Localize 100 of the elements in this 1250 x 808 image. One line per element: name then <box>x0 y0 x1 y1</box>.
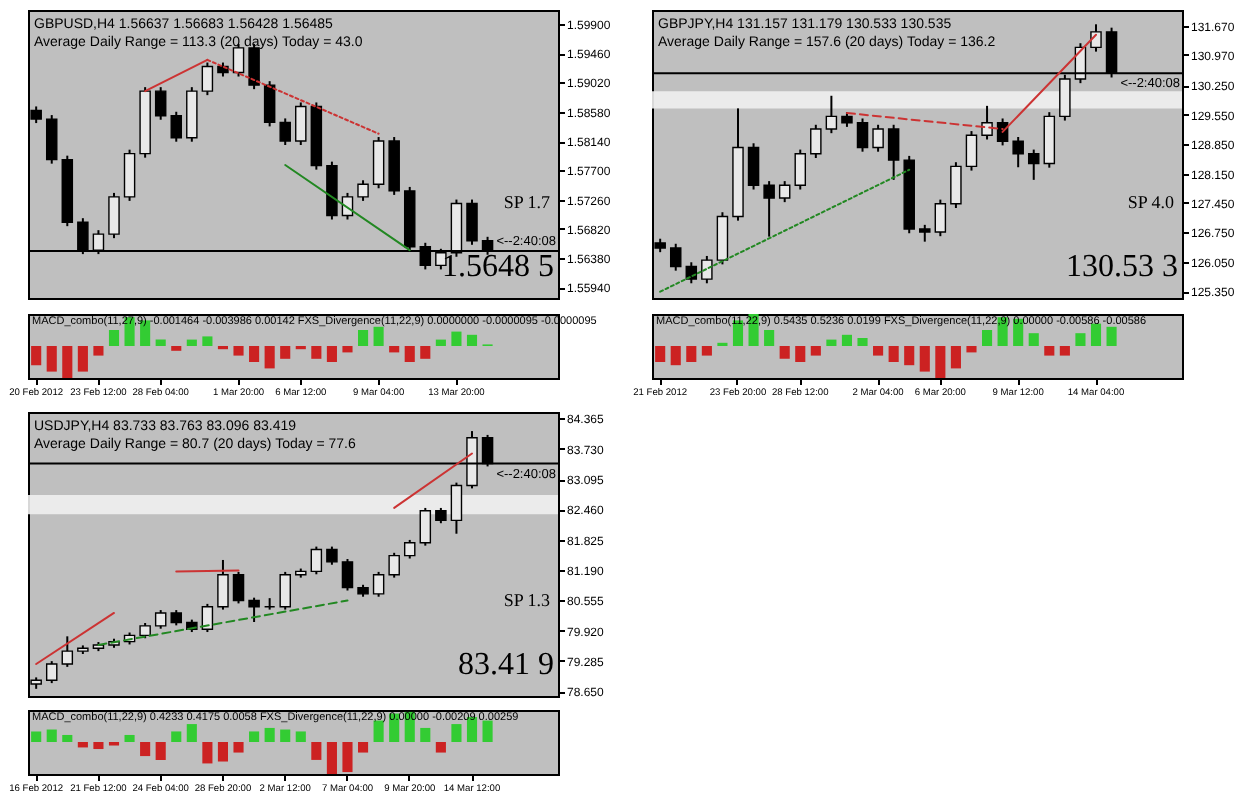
candlestick <box>45 114 58 165</box>
bar <box>1044 346 1055 356</box>
candlestick <box>403 538 416 560</box>
candlestick <box>778 180 791 204</box>
candlestick <box>701 254 713 285</box>
bar <box>311 742 322 760</box>
bar <box>186 339 197 346</box>
bar <box>249 731 260 742</box>
bar <box>701 346 712 356</box>
candlestick <box>248 596 260 624</box>
candlestick <box>747 142 760 191</box>
bar <box>779 346 790 359</box>
bar <box>466 334 478 346</box>
bar <box>342 742 353 773</box>
candlestick <box>716 211 729 266</box>
candlestick <box>669 242 682 272</box>
bar <box>466 717 478 742</box>
bar <box>919 346 930 372</box>
candlestick <box>1012 135 1024 169</box>
candlestick <box>310 545 323 576</box>
candlestick <box>1090 23 1102 53</box>
bar <box>764 330 775 346</box>
annotation: SP 1.3 <box>503 590 551 610</box>
candlestick <box>61 635 74 668</box>
annotation: SP 4.0 <box>1127 192 1175 212</box>
candlestick <box>810 123 822 159</box>
candlestick <box>279 570 291 611</box>
bar <box>857 338 868 346</box>
candlestick <box>1027 148 1040 181</box>
bar <box>202 742 213 764</box>
bar <box>451 724 462 742</box>
bar <box>280 346 291 359</box>
bar <box>389 346 400 353</box>
bar <box>873 346 884 356</box>
bar <box>62 346 73 378</box>
bar <box>280 729 291 742</box>
bar <box>93 742 104 750</box>
annotation: 130.53 3 <box>1066 250 1178 284</box>
bar <box>435 339 446 346</box>
bar <box>202 336 213 346</box>
bar <box>357 742 369 753</box>
annotation: SP 1.7 <box>503 192 551 212</box>
bar <box>124 734 135 742</box>
bar <box>888 346 899 362</box>
bar <box>810 346 821 356</box>
bar <box>46 346 57 372</box>
candlestick <box>965 130 978 172</box>
bar <box>420 346 431 359</box>
bar <box>217 742 229 762</box>
candlestick <box>217 558 229 611</box>
candlestick <box>123 148 136 202</box>
bar <box>826 339 837 346</box>
bar <box>404 346 415 362</box>
bar <box>357 330 369 346</box>
bar <box>420 727 431 742</box>
bar <box>326 742 337 774</box>
bar <box>451 331 462 346</box>
candlestick <box>372 570 385 598</box>
candlestick <box>341 558 354 592</box>
candlestick <box>388 551 400 579</box>
candlestick <box>154 609 167 630</box>
candlestick <box>170 110 183 143</box>
candlestick <box>201 602 214 634</box>
bar <box>264 346 275 369</box>
bar <box>77 742 88 748</box>
bar <box>342 346 353 353</box>
bar <box>482 720 493 742</box>
candlestick <box>326 545 338 566</box>
candlestick <box>186 86 198 143</box>
bar <box>1028 333 1039 346</box>
bar <box>155 339 166 346</box>
candlestick <box>154 86 167 121</box>
bar <box>140 742 151 757</box>
candlestick <box>872 123 884 153</box>
bar <box>1090 323 1102 346</box>
bar <box>311 346 322 359</box>
bar <box>186 724 197 742</box>
bar <box>373 326 384 346</box>
candlestick <box>295 101 307 147</box>
bar <box>670 346 681 366</box>
candlestick <box>201 61 214 97</box>
candlestick <box>263 80 276 128</box>
bar <box>264 727 275 742</box>
candlestick <box>372 136 385 190</box>
bar <box>981 330 993 346</box>
candlestick <box>466 198 478 246</box>
bar <box>950 346 961 369</box>
bar <box>62 734 73 742</box>
bar <box>795 346 806 362</box>
bar <box>841 334 853 346</box>
bar <box>655 346 666 362</box>
bar <box>31 731 42 742</box>
candlestick <box>1043 111 1056 169</box>
bar <box>46 729 57 742</box>
candlestick <box>357 179 369 202</box>
bar <box>233 346 244 356</box>
bar <box>155 742 166 760</box>
bar <box>295 731 306 742</box>
candlestick <box>45 660 58 685</box>
bar <box>904 346 915 366</box>
